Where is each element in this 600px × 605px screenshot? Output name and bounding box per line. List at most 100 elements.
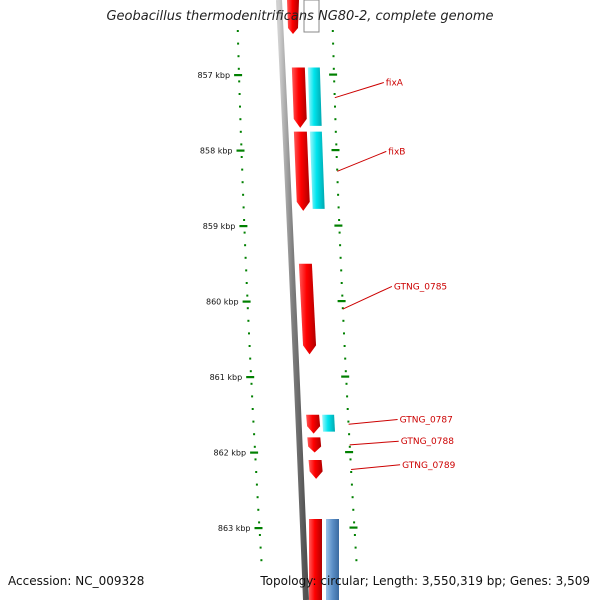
accession-text: Accession: NC_009328 xyxy=(8,574,145,588)
inner-tick-dot xyxy=(239,130,242,133)
outer-tick-dot xyxy=(338,231,341,234)
gene-label[interactable]: GTNG_0785 xyxy=(394,282,447,292)
tick-label: 860 kbp xyxy=(206,298,239,307)
outer-tick-dot xyxy=(343,332,345,335)
outer-major-tick-mark xyxy=(341,375,350,378)
inner-tick-dot xyxy=(238,93,241,95)
inner-tick-dot xyxy=(243,231,246,234)
outer-tick-dot xyxy=(354,546,357,549)
outer-tick-dot xyxy=(337,193,340,196)
inner-tick-dot xyxy=(246,307,249,310)
inner-tick-dot xyxy=(244,256,247,259)
outer-tick-dot xyxy=(334,105,336,108)
tick-label: 862 kbp xyxy=(213,449,246,458)
inner-tick-dot xyxy=(240,143,243,146)
gene-label[interactable]: fixB xyxy=(388,147,405,157)
outer-tick-dot xyxy=(348,433,351,436)
outer-tick-dot xyxy=(339,244,342,247)
gene-label-leader-line xyxy=(348,419,398,425)
inner-tick-dot xyxy=(247,319,250,322)
inner-tick-dot xyxy=(238,80,241,83)
inner-tick-dot xyxy=(241,168,244,171)
inner-tick-dot xyxy=(242,206,245,209)
tick-label: 857 kbp xyxy=(197,71,230,80)
major-tick-mark xyxy=(242,300,251,303)
inner-tick-dot xyxy=(239,105,241,108)
gene-arrow-fixb xyxy=(293,131,310,211)
tick-label: 858 kbp xyxy=(200,147,233,156)
outer-tick-dot xyxy=(333,93,336,95)
genome-title: Geobacillus thermodenitrificans NG80-2, … xyxy=(106,9,494,24)
gene-block-bottom-red xyxy=(309,519,322,600)
inner-tick-dot xyxy=(253,433,256,436)
inner-tick-dot xyxy=(260,559,263,562)
outer-tick-dot xyxy=(352,508,355,511)
outer-tick-dot xyxy=(346,408,349,410)
tick-layer: 857 kbp 858 kbp 859 kbp 860 kbp 861 kbp 862 k… xyxy=(197,30,358,562)
inner-tick-dot xyxy=(254,458,257,461)
inner-tick-dot xyxy=(253,445,256,448)
inner-tick-dot xyxy=(258,534,261,536)
gene-block-cyan xyxy=(307,67,322,126)
gene-arrow-top-partial xyxy=(287,0,299,34)
label-layer: fixA fixB GTNG_0785 GTNG_0787 GTNG_0788 GTNG_… xyxy=(386,79,456,471)
gene-block-cyan xyxy=(309,131,325,209)
gene-block-cyan xyxy=(322,414,336,432)
gene-label[interactable]: GTNG_0787 xyxy=(400,416,453,426)
gene-arrow-fixa xyxy=(291,67,307,128)
inner-tick-dot xyxy=(249,370,252,373)
inner-tick-dot xyxy=(250,382,253,385)
gene-layer xyxy=(291,67,401,600)
gene-arrow-gtng_0787 xyxy=(306,414,321,434)
gene-label[interactable]: GTNG_0788 xyxy=(401,437,455,447)
inner-tick-dot xyxy=(255,483,258,486)
outer-tick-dot xyxy=(351,496,354,499)
genome-summary-text: Topology: circular; Length: 3,550,319 bp… xyxy=(260,574,590,588)
outer-tick-dot xyxy=(342,319,345,322)
inner-tick-dot xyxy=(245,282,248,284)
outer-tick-dot xyxy=(335,156,338,158)
major-tick-mark xyxy=(246,376,255,379)
outer-major-tick-mark xyxy=(334,224,343,227)
gene-block-bottom-blue xyxy=(326,519,339,600)
inner-tick-dot xyxy=(242,193,245,196)
outer-major-tick-mark xyxy=(331,149,340,152)
tick-label: 859 kbp xyxy=(203,222,236,231)
inner-tick-dot xyxy=(240,156,243,158)
outer-tick-dot xyxy=(341,307,344,310)
inner-tick-dot xyxy=(257,508,260,511)
outer-tick-dot xyxy=(335,143,338,146)
outer-major-tick-mark xyxy=(345,451,354,454)
outer-tick-dot xyxy=(339,256,342,259)
inner-tick-dot xyxy=(244,244,247,247)
inner-tick-dot xyxy=(237,67,240,70)
inner-tick-dot xyxy=(252,420,255,423)
outer-tick-dot xyxy=(353,521,356,524)
inner-tick-dot xyxy=(237,55,240,58)
outer-tick-dot xyxy=(345,382,348,385)
outer-major-tick-mark xyxy=(329,73,338,76)
outer-tick-dot xyxy=(336,168,339,171)
outer-tick-dot xyxy=(340,269,343,272)
gene-label[interactable]: GTNG_0789 xyxy=(402,461,456,471)
outer-tick-dot xyxy=(344,357,347,360)
outer-tick-dot xyxy=(340,282,343,284)
gene-label-leader-line xyxy=(351,464,401,470)
inner-tick-dot xyxy=(256,496,259,499)
tick-label: 863 kbp xyxy=(218,524,251,533)
inner-tick-dot xyxy=(249,357,252,360)
gene-label-leader-line xyxy=(337,150,387,172)
gene-label-leader-line xyxy=(334,82,384,99)
outer-tick-dot xyxy=(348,445,351,448)
outer-tick-dot xyxy=(347,420,350,423)
outer-major-tick-mark xyxy=(349,526,358,529)
gene-label[interactable]: fixA xyxy=(386,79,404,89)
outer-tick-dot xyxy=(332,42,335,45)
inner-tick-dot xyxy=(237,42,240,45)
outer-tick-dot xyxy=(334,118,337,121)
outer-tick-dot xyxy=(337,206,340,209)
outer-tick-dot xyxy=(355,559,358,562)
inner-tick-dot xyxy=(246,294,249,297)
gene-arrow-gtng_0789 xyxy=(308,460,323,479)
backbone-arc xyxy=(276,0,309,601)
